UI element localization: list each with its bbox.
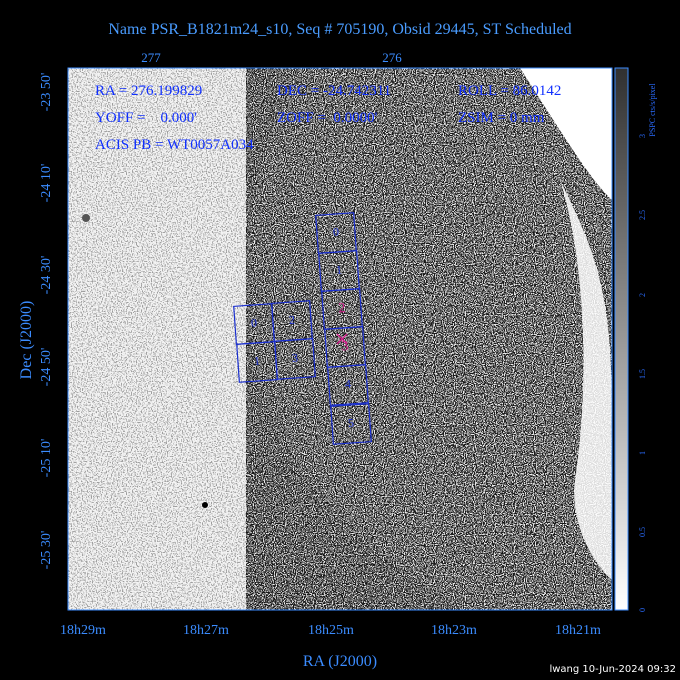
bottom-tick-label: 18h25m — [308, 623, 354, 638]
info-roll: ROLL = 86.0142 — [458, 83, 561, 99]
chip-label: 2 — [288, 313, 295, 327]
title: Name PSR_B1821m24_s10, Seq # 705190, Obs… — [108, 21, 571, 38]
chip-label: 1 — [335, 263, 342, 277]
left-tick-label: -24 10' — [39, 164, 54, 203]
chip-label: 0 — [250, 316, 257, 330]
info-zoff: ZOFF = 0.0000' — [277, 110, 378, 126]
colorbar-label: PSPC cts/s/pixel — [648, 83, 657, 137]
chip-label: 5 — [347, 416, 354, 430]
info-yoff: YOFF = 0.000' — [95, 110, 197, 126]
chip-label: 4 — [344, 377, 351, 391]
chip-label: 3 — [341, 339, 349, 354]
acis-i: 0 2 1 3 — [233, 300, 316, 383]
colorbar-tick: 0.5 — [638, 527, 647, 537]
left-axis: -23 50' -24 10' -24 30' -24 50' -25 10' … — [18, 73, 54, 570]
colorbar-tick: 2 — [638, 293, 647, 297]
x-axis-label: RA (J2000) — [303, 653, 377, 670]
chip-label: 1 — [253, 354, 260, 368]
info-zsim: ZSIM = 0 mm — [458, 110, 545, 126]
bottom-tick-label: 18h29m — [60, 623, 106, 638]
acis-s: 0 1 2 3 4 5 — [315, 212, 372, 445]
chip-label: 3 — [291, 351, 298, 365]
chip-label: 0 — [332, 225, 339, 239]
top-axis: 277 276 — [141, 50, 402, 65]
info-acis-pb: ACIS PB = WT0057A034 — [95, 137, 254, 153]
left-tick-label: -25 30' — [39, 531, 54, 570]
plot-frame — [67, 67, 613, 611]
colorbar-tick: 1 — [638, 451, 647, 455]
top-tick-label: 277 — [141, 50, 161, 65]
colorbar: PSPC cts/s/pixel 0 0.5 1 1.5 2 2.5 3 — [614, 67, 657, 612]
chip-label: 2 — [338, 301, 346, 316]
info-dec: DEC = -24.742311 — [277, 83, 391, 99]
bottom-tick-label: 18h21m — [555, 623, 601, 638]
info-ra: RA = 276.199829 — [95, 83, 202, 99]
colorbar-tick: 1.5 — [638, 369, 647, 379]
y-axis-label: Dec (J2000) — [18, 301, 35, 380]
left-tick-label: -24 30' — [39, 256, 54, 295]
top-tick-label: 276 — [382, 50, 402, 65]
colorbar-tick: 2.5 — [638, 210, 647, 220]
left-tick-label: -24 50' — [39, 348, 54, 387]
image — [68, 68, 612, 610]
colorbar-tick: 0 — [638, 608, 647, 612]
left-tick-label: -23 50' — [39, 73, 54, 112]
aimpoint — [336, 333, 348, 345]
bottom-tick-label: 18h23m — [431, 623, 477, 638]
bottom-axis: 18h29m 18h27m 18h25m 18h23m 18h21m RA (J… — [60, 623, 601, 670]
info-block: RA = 276.199829 DEC = -24.742311 ROLL = … — [95, 83, 561, 153]
bottom-tick-label: 18h27m — [183, 623, 229, 638]
left-tick-label: -25 10' — [39, 439, 54, 478]
colorbar-tick: 3 — [638, 134, 647, 138]
footer: lwang 10-Jun-2024 09:32 — [549, 664, 676, 675]
